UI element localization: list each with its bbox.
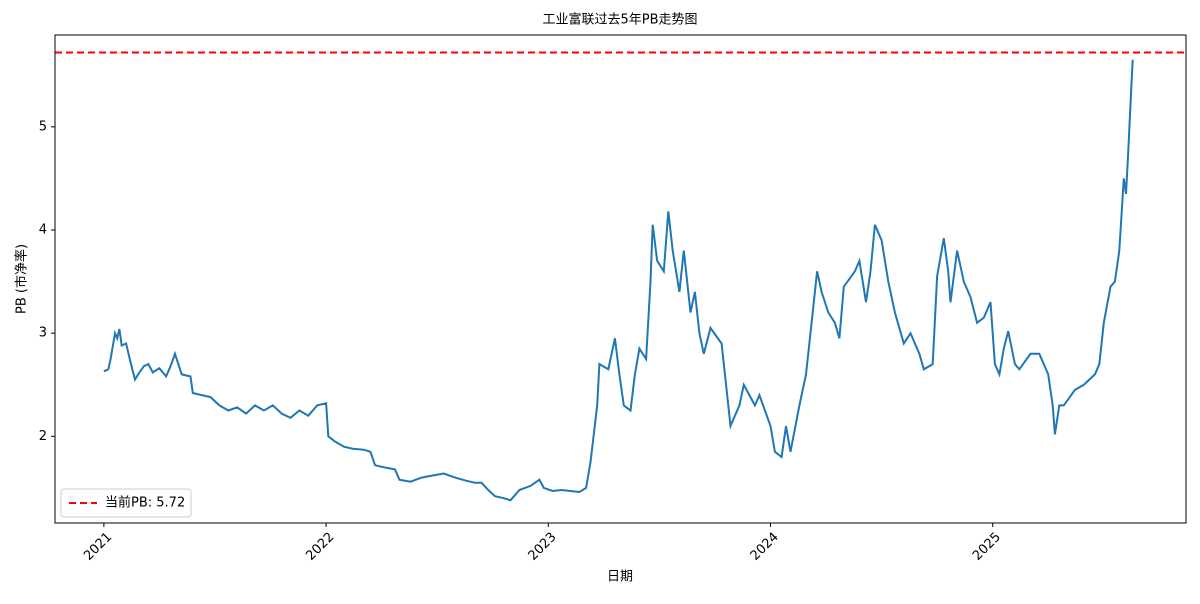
plot-frame: [54, 34, 1187, 524]
legend-box: [60, 488, 192, 518]
x-tick-label: 2023: [526, 530, 560, 564]
chart-title: 工业富联过去5年PB走势图: [542, 12, 697, 28]
y-axis-label: PB (市净率): [14, 244, 30, 314]
y-tick-label: 5: [39, 119, 47, 134]
x-tick-label: 2025: [970, 530, 1004, 564]
legend-label: 当前PB: 5.72: [105, 495, 185, 511]
y-tick-label: 3: [39, 326, 47, 341]
x-tick-label: 2022: [303, 530, 337, 564]
legend: 当前PB: 5.72: [60, 488, 192, 518]
x-tick-label: 2021: [81, 530, 115, 564]
x-tick-label: 2024: [748, 530, 782, 564]
y-tick-label: 4: [39, 222, 47, 237]
y-tick-label: 2: [39, 429, 47, 444]
pb-line: [103, 59, 1134, 502]
x-axis-label: 日期: [607, 570, 633, 585]
